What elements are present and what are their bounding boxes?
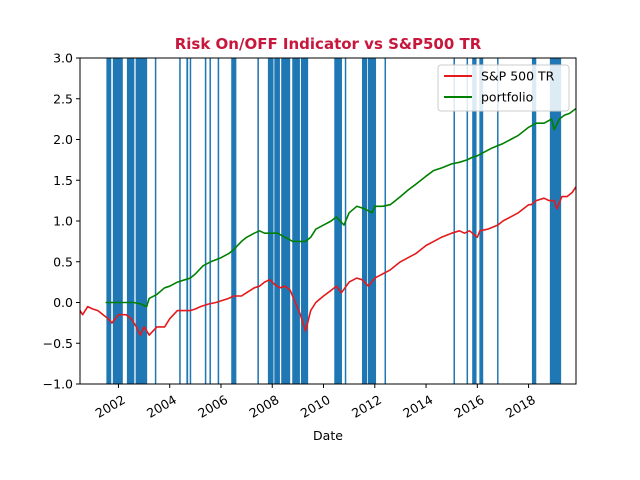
risk-off-band — [367, 58, 377, 384]
risk-off-band — [267, 58, 274, 384]
risk-off-band — [531, 58, 537, 384]
y-tick-label: 3.0 — [53, 51, 73, 66]
y-tick-label: 0.0 — [53, 295, 73, 310]
risk-off-band — [549, 58, 562, 384]
y-tick-label: −0.5 — [43, 336, 73, 351]
risk-off-band — [135, 58, 148, 384]
risk-off-band — [292, 58, 300, 384]
risk-off-band — [334, 58, 342, 384]
legend-label-sp500: S&P 500 TR — [481, 69, 555, 84]
risk-off-band — [281, 58, 291, 384]
risk-off-band — [384, 58, 387, 384]
risk-off-band — [231, 58, 237, 384]
chart-title: Risk On/OFF Indicator vs S&P500 TR — [175, 35, 482, 53]
risk-off-band — [300, 58, 309, 384]
y-tick-label: 2.0 — [53, 132, 73, 147]
risk-off-band — [204, 58, 207, 384]
risk-off-band — [112, 58, 123, 384]
risk-off-band — [274, 58, 280, 384]
risk-off-band — [497, 58, 499, 384]
series-lines — [79, 107, 577, 336]
y-tick-label: 1.5 — [53, 173, 73, 188]
series-line-portfolio — [105, 107, 577, 308]
risk-off-band — [189, 58, 192, 384]
risk-off-band — [186, 58, 189, 384]
risk-off-band — [257, 58, 259, 384]
y-tick-label: −1.0 — [43, 377, 73, 392]
risk-off-band — [106, 58, 112, 384]
risk-off-band — [479, 58, 484, 384]
y-tick-label: 0.5 — [53, 254, 73, 269]
plot-area — [79, 57, 577, 385]
risk-off-band — [361, 58, 368, 384]
x-axis-label: Date — [313, 428, 343, 443]
legend-label-portfolio: portfolio — [481, 90, 533, 105]
y-tick-label: 1.0 — [53, 214, 73, 229]
risk-off-band — [466, 58, 469, 384]
risk-off-band — [154, 58, 157, 384]
y-tick-label: 2.5 — [53, 91, 73, 106]
risk-off-band — [453, 58, 455, 384]
series-line-sp500 — [79, 186, 577, 336]
legend: S&P 500 TR portfolio — [437, 64, 570, 112]
y-axis: −1.0 −0.5 0.0 0.5 1.0 1.5 2.0 2.5 3.0 — [43, 51, 80, 392]
plot-background — [80, 58, 576, 384]
risk-off-band — [209, 58, 211, 384]
risk-off-band — [472, 58, 477, 384]
risk-off-band — [179, 58, 181, 384]
risk-off-band — [126, 58, 135, 384]
risk-off-band — [217, 58, 220, 384]
